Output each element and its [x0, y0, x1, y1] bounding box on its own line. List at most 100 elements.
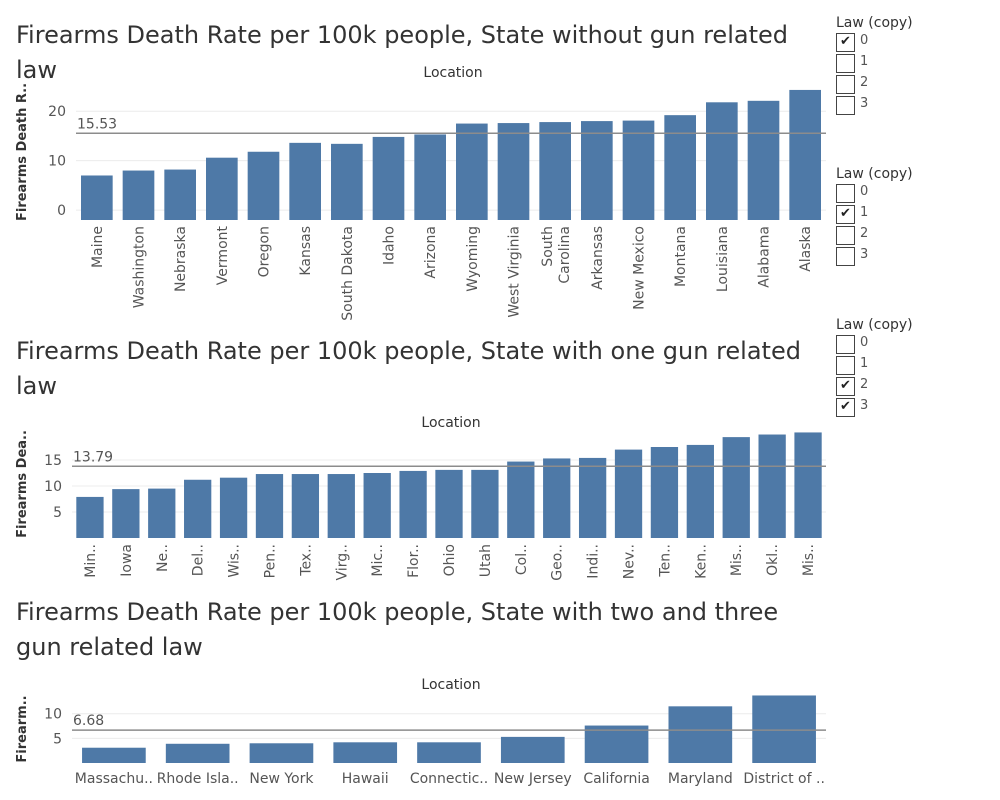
bar	[414, 134, 446, 220]
chart-1-title: Firearms Death Rate per 100k people, Sta…	[16, 21, 788, 84]
bar	[206, 157, 238, 220]
x-tick-label: Connectic..	[410, 771, 488, 787]
checkbox[interactable]	[836, 184, 855, 203]
bar	[456, 123, 488, 220]
checkbox[interactable]	[836, 54, 855, 73]
law-filter-option-2[interactable]: ✔ 2	[836, 377, 996, 398]
x-tick-label: Hawaii	[342, 771, 389, 787]
x-tick-label: Maryland	[668, 771, 733, 787]
bar	[417, 742, 481, 763]
law-filter-option-0[interactable]: 0	[836, 335, 996, 356]
x-tick-label: Alaska	[798, 226, 814, 272]
checkbox[interactable]	[836, 226, 855, 245]
checkbox[interactable]: ✔	[836, 377, 855, 396]
bar	[539, 122, 571, 220]
bar	[622, 120, 655, 220]
x-tick-label: Nev..	[622, 544, 638, 579]
x-tick-label: South Dakota	[340, 226, 356, 321]
law-filter-option-1[interactable]: 1	[836, 54, 996, 75]
checkbox[interactable]	[836, 247, 855, 266]
bar	[219, 477, 248, 538]
x-tick-label: SouthCarolina	[540, 226, 573, 284]
bar	[543, 458, 571, 538]
x-tick-label: Louisiana	[715, 226, 731, 292]
bar	[184, 479, 212, 538]
x-tick-label: Utah	[478, 544, 494, 577]
law-filter-option-3[interactable]: 3	[836, 96, 996, 117]
option-label: 1	[860, 356, 869, 371]
x-tick-label: Del..	[191, 544, 207, 576]
checkmark-icon: ✔	[840, 206, 851, 221]
law-filter-option-0[interactable]: 0	[836, 184, 996, 205]
bar	[333, 742, 398, 763]
option-label: 2	[860, 226, 869, 241]
bar	[578, 457, 607, 538]
x-tick-label: Wis..	[227, 544, 243, 578]
law-filter-option-0[interactable]: ✔ 0	[836, 33, 996, 54]
law-filter-title: Law (copy)	[836, 166, 913, 182]
bar	[363, 473, 391, 538]
y-tick-label: 5	[53, 731, 62, 747]
checkmark-icon: ✔	[840, 34, 851, 49]
option-label: 0	[860, 335, 869, 350]
checkbox[interactable]	[836, 356, 855, 375]
bar	[148, 488, 176, 538]
option-label: 1	[860, 205, 869, 220]
law-filter-option-1[interactable]: ✔ 1	[836, 205, 996, 226]
option-label: 2	[860, 377, 869, 392]
chart-3-title: Firearms Death Rate per 100k people, Sta…	[16, 598, 779, 661]
option-label: 0	[860, 33, 869, 48]
reference-label: 6.68	[73, 713, 104, 729]
x-tick-label: Nebraska	[173, 226, 189, 292]
checkbox[interactable]	[836, 75, 855, 94]
reference-label: 15.53	[77, 116, 117, 132]
bar	[614, 449, 643, 538]
bar	[497, 123, 530, 220]
law-filter-option-3[interactable]: ✔ 3	[836, 398, 996, 419]
bar	[706, 102, 738, 220]
checkbox[interactable]: ✔	[836, 33, 855, 52]
x-tick-label: Oregon	[257, 226, 273, 277]
x-tick-label: Ten..	[657, 544, 673, 578]
law-filter-option-3[interactable]: 3	[836, 247, 996, 268]
x-tick-label: New York	[249, 771, 314, 787]
x-tick-label: Rhode Isla..	[157, 771, 239, 787]
bar	[650, 447, 679, 538]
bar	[507, 461, 535, 538]
chart-3-svg: Location Firearm.. 5 10 6.68 Massachu.. Rhode …	[15, 677, 826, 787]
law-filter-option-1[interactable]: 1	[836, 356, 996, 377]
x-tick-label: Washington	[132, 226, 148, 308]
y-tick-label: 10	[48, 154, 66, 170]
law-filter-title: Law (copy)	[836, 15, 913, 31]
checkbox[interactable]	[836, 96, 855, 115]
x-tick-label: Geo..	[550, 544, 566, 581]
bar	[327, 474, 355, 538]
x-tick-label: Alabama	[757, 226, 773, 288]
x-tick-label: Ohio	[442, 544, 458, 576]
x-tick-label: Ne..	[155, 544, 171, 572]
x-tick-label: Maine	[90, 226, 106, 268]
bar	[112, 489, 140, 538]
x-tick-label: Idaho	[382, 226, 398, 265]
checkbox[interactable]: ✔	[836, 205, 855, 224]
x-tick-label: Okl..	[765, 544, 781, 576]
bar	[372, 136, 405, 220]
checkbox[interactable]	[836, 335, 855, 354]
option-label: 3	[860, 247, 869, 262]
x-tick-label: California	[583, 771, 649, 787]
x-tick-label: Ken..	[693, 544, 709, 579]
bar	[584, 725, 649, 763]
checkbox[interactable]: ✔	[836, 398, 855, 417]
x-axis-header: Location	[423, 65, 482, 81]
bar	[581, 121, 613, 220]
x-tick-label: Tex..	[298, 544, 314, 577]
bar	[249, 743, 314, 763]
law-filter-option-2[interactable]: 2	[836, 75, 996, 96]
x-tick-label-line: Carolina	[557, 226, 573, 284]
bar	[247, 151, 280, 220]
bar	[722, 437, 750, 538]
law-filter-option-2[interactable]: 2	[836, 226, 996, 247]
y-tick-label: 5	[53, 505, 62, 521]
bar	[82, 747, 146, 763]
x-tick-label: Virg..	[334, 544, 350, 580]
